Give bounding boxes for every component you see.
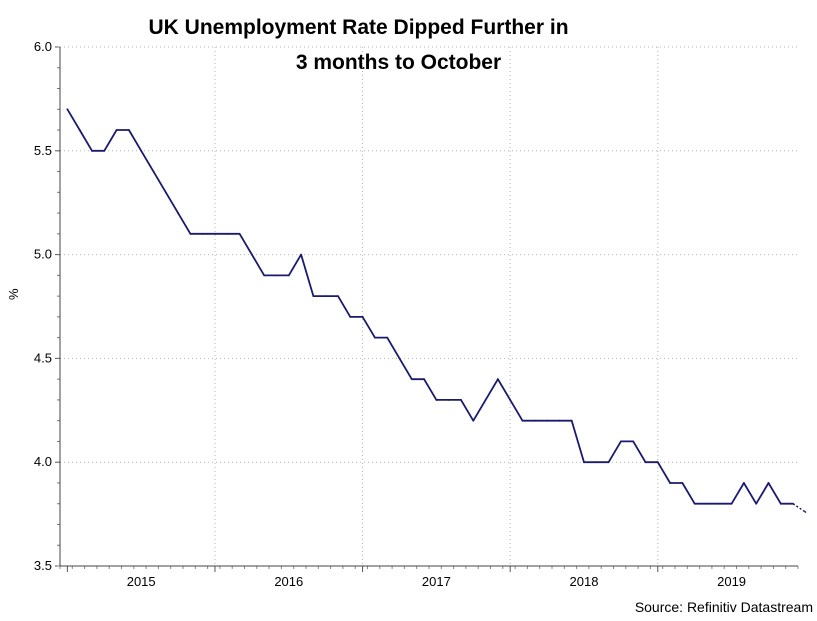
x-tick-label: 2019	[717, 574, 746, 589]
data-point	[398, 357, 401, 360]
data-point	[423, 378, 425, 381]
data-point	[521, 419, 524, 422]
data-point	[595, 461, 598, 464]
data-point	[189, 232, 192, 235]
data-point	[66, 108, 69, 111]
data-point	[373, 336, 376, 339]
y-tick-label: 3.5	[34, 558, 52, 573]
data-point	[115, 129, 118, 131]
data-point	[607, 461, 610, 464]
data-point	[755, 502, 758, 505]
data-point	[349, 315, 352, 318]
data-point	[238, 232, 241, 235]
data-point	[201, 232, 204, 235]
x-tick-label: 2016	[274, 574, 303, 589]
data-point	[669, 482, 671, 484]
data-point	[103, 149, 106, 152]
data-point	[152, 170, 155, 173]
data-point	[410, 378, 413, 381]
x-tick-label: 2015	[127, 574, 156, 589]
data-point	[546, 419, 548, 422]
data-point	[263, 274, 266, 277]
x-tick-label: 2018	[570, 574, 599, 589]
data-point	[447, 399, 450, 401]
data-point	[337, 295, 339, 298]
x-tick-label: 2017	[422, 574, 451, 589]
data-point	[484, 399, 487, 401]
chart-title-line2: 3 months to October	[295, 51, 502, 74]
data-point	[472, 419, 475, 422]
series-line-latest	[792, 503, 806, 513]
data-point	[656, 461, 659, 464]
y-tick-label: 6.0	[34, 39, 52, 54]
y-tick-label: 5.0	[34, 247, 52, 262]
data-point	[361, 315, 364, 318]
data-point	[140, 149, 143, 152]
data-point	[386, 336, 389, 339]
data-point	[792, 502, 794, 505]
data-point	[164, 191, 167, 194]
y-tick-label: 4.5	[34, 350, 52, 365]
data-point	[632, 440, 635, 443]
y-tick-label: 4.0	[34, 454, 52, 469]
data-point	[435, 399, 438, 401]
data-point	[275, 274, 278, 277]
data-point	[681, 482, 684, 484]
data-point	[570, 419, 573, 422]
y-tick-label: 5.5	[34, 143, 52, 158]
data-point	[779, 502, 782, 505]
data-point	[619, 440, 622, 443]
data-point	[706, 502, 708, 505]
data-point	[718, 502, 721, 505]
series-line	[66, 108, 794, 505]
source-note: Source: Refinitiv Datastream	[634, 599, 813, 615]
data-point	[324, 295, 327, 298]
data-point	[509, 399, 512, 401]
data-point	[226, 232, 229, 235]
data-point	[693, 502, 696, 505]
data-point	[460, 399, 462, 401]
data-point	[214, 232, 216, 235]
data-point	[300, 253, 302, 256]
data-point	[533, 419, 536, 422]
data-point	[767, 482, 770, 484]
data-point	[177, 212, 179, 214]
data-point	[583, 461, 585, 464]
data-point	[78, 129, 81, 131]
data-point	[496, 378, 499, 381]
data-point	[644, 461, 647, 464]
data-point	[730, 502, 733, 505]
data-point	[804, 511, 807, 513]
data-point	[91, 149, 93, 152]
data-point	[312, 295, 315, 298]
data-point	[742, 482, 745, 484]
data-point	[558, 419, 561, 422]
data-point	[287, 274, 290, 277]
chart-title-line1: UK Unemployment Rate Dipped Further in	[148, 16, 569, 39]
data-point	[250, 253, 253, 256]
data-point	[127, 129, 130, 131]
